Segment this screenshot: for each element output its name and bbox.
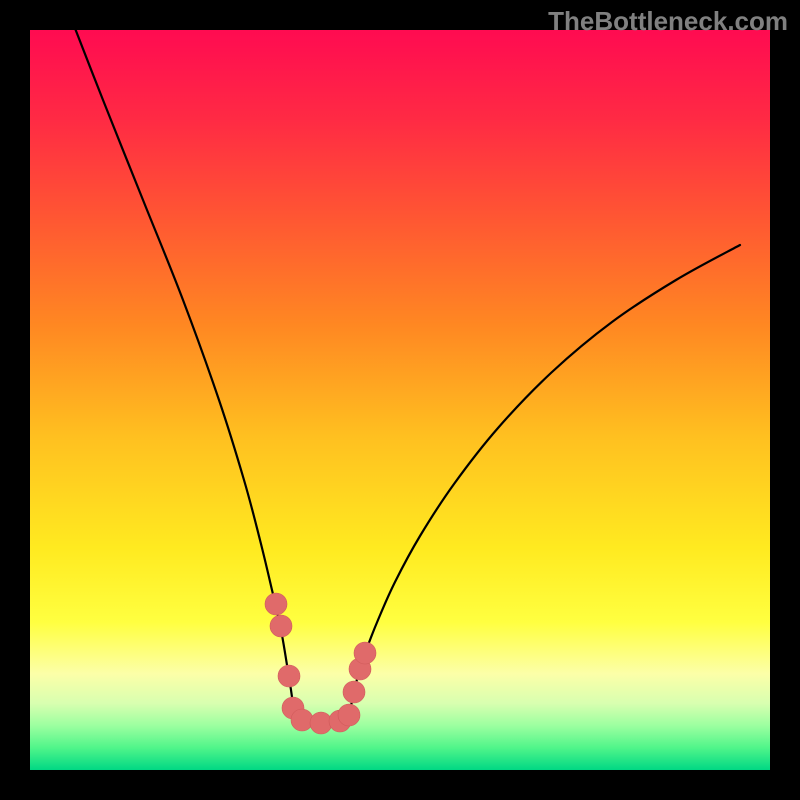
marker-point — [265, 593, 287, 615]
watermark-text: TheBottleneck.com — [548, 6, 788, 37]
marker-point — [270, 615, 292, 637]
marker-point — [338, 704, 360, 726]
chart-frame: TheBottleneck.com — [0, 0, 800, 800]
curve-left-branch — [64, 0, 295, 722]
curve-right-branch — [348, 245, 740, 722]
marker-point — [354, 642, 376, 664]
marker-point — [291, 709, 313, 731]
marker-point — [278, 665, 300, 687]
markers-group — [265, 593, 376, 734]
marker-point — [343, 681, 365, 703]
chart-svg — [0, 0, 800, 800]
marker-point — [310, 712, 332, 734]
